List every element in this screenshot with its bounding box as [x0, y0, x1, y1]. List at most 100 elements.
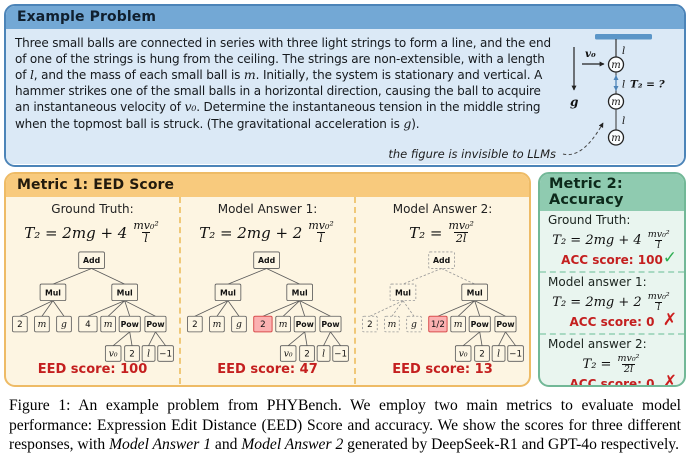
tree-edge [441, 267, 475, 285]
tree-node-label: v₀ [284, 348, 293, 359]
problem-text: Three small balls are connected in serie… [6, 29, 551, 133]
tree-node-nm2 [275, 315, 291, 333]
tree-node-n2 [187, 315, 203, 333]
tree-node-nv0 [454, 345, 472, 362]
formula-fraction: mv₀² 2l [615, 352, 641, 376]
tree-node-label: Add [83, 256, 100, 265]
tree-node-nm1 [209, 315, 225, 333]
tree-node-label: Add [258, 256, 275, 265]
acc-label: Ground Truth: [548, 213, 631, 227]
svg-text:m: m [611, 133, 620, 144]
example-problem-body: Three small balls are connected in serie… [6, 29, 684, 164]
tree-edge [287, 331, 305, 346]
tree-edge [19, 300, 54, 317]
example-problem-panel: Example Problem Three small balls are co… [4, 4, 686, 167]
tree-node-n2 [12, 315, 28, 333]
tree-node-label: 4 [85, 320, 91, 330]
tree-edge [124, 300, 131, 317]
tree-node-label: Pow [471, 320, 489, 329]
tree-edge [107, 300, 125, 317]
tree-edge [227, 267, 267, 285]
physics-diagram: l m v₀ l T₂ = ? m l [562, 34, 666, 156]
tree-node-label: m [213, 319, 222, 330]
acc-formula-ground-truth: T₂ = 2mg + 4 mv₀² l [548, 227, 676, 254]
tree-node-label: Pow [121, 320, 139, 329]
cross-icon: ✗ [662, 310, 677, 330]
tree-node-label: v₀ [459, 348, 468, 359]
tree-node-label: Pow [296, 320, 314, 329]
acc-section-model-answer-2: Model answer 2: T₂ = mv₀² 2l ACC score: 0 … [540, 333, 684, 387]
tree-node-label: m [388, 319, 397, 330]
ball-bottom: m [607, 129, 625, 146]
tree-edge [155, 331, 166, 346]
example-problem-title: Example Problem [6, 6, 684, 29]
tree-edge [227, 300, 240, 317]
tree-node-label: 2 [192, 320, 198, 330]
fraction-numerator: mv₀² [133, 219, 159, 233]
tree-node-label: Mul [292, 288, 308, 297]
fraction-numerator: mv₀² [448, 219, 474, 233]
tree-node-label: Mul [117, 288, 133, 297]
formula-fraction: mv₀² l [646, 228, 672, 252]
metrics-row: Metric 1: EED Score Ground Truth: T₂ = 2… [4, 172, 686, 387]
tree-edge [299, 300, 306, 317]
text-segment: . Determine the instantaneous tension in… [15, 100, 541, 131]
tree-node-n22 [124, 345, 140, 362]
velocity-label: v₀ [585, 48, 596, 60]
tree-node-label: 2 [17, 320, 23, 330]
tree-node-mulR [461, 283, 488, 301]
formula-lead: T₂ = 2mg + 4 [24, 223, 128, 242]
tree-node-pow2 [494, 315, 517, 333]
eed-score-ground-truth: EED score: 100 [37, 362, 148, 377]
tree-edge [474, 300, 481, 317]
formula-fraction: mv₀² 2l [446, 220, 475, 245]
tree-node-label: 2 [479, 349, 485, 359]
text-segment: Figure 1: An example problem from PHYBen… [9, 397, 681, 454]
tree-node-label: l [322, 348, 325, 359]
fraction-numerator: mv₀² [617, 352, 640, 364]
tree-edge [505, 331, 516, 346]
gravity-label: g [570, 95, 578, 109]
fraction-numerator: mv₀² [647, 228, 670, 240]
tree-edge [402, 300, 415, 317]
ball-top: m [607, 56, 625, 73]
tree-edge [112, 331, 130, 346]
tree-node-nm1 [384, 315, 400, 333]
svg-text:m: m [611, 60, 620, 71]
column-title: Model Answer 2: [392, 202, 493, 216]
ground-truth-formula: T₂ = 2mg + 4 mv₀² l [24, 216, 161, 250]
expression-tree-ground-truth: Add Mul Mul 2 m g 4 m Pow Pow v₀ 2 l −1 [12, 251, 174, 362]
tree-node-label: Mul [45, 288, 61, 297]
eed-column-model-answer-2: Model Answer 2: T₂ = mv₀² 2l Add Mul Mul 2 m g 1… [354, 197, 529, 384]
formula-lead: T₂ = 2mg + 2 [552, 295, 642, 310]
check-icon: ✓ [662, 248, 677, 268]
tree-edge [462, 331, 480, 346]
figure-caption: Figure 1: An example problem from PHYBen… [9, 396, 681, 455]
expression-tree-model-answer-1: Add Mul Mul 2 m g 2 m Pow Pow v₀ 2 l −1 [187, 251, 349, 362]
formula-lead: T₂ = [582, 357, 612, 372]
tree-edge [129, 331, 133, 346]
column-title: Model Answer 1: [217, 202, 318, 216]
cross-icon: ✗ [662, 372, 677, 387]
formula-fraction: mv₀² l [131, 220, 160, 245]
tree-edge [323, 331, 331, 346]
tree-edge [437, 300, 475, 317]
tree-node-mulR [286, 283, 313, 301]
ceiling-bar [595, 34, 652, 40]
formula-lead: T₂ = 2mg + 4 [552, 233, 642, 248]
fraction-denominator: l [317, 232, 325, 246]
italic-text-segment: g [403, 115, 412, 131]
tree-edge [262, 300, 300, 317]
tree-node-label: Pow [321, 320, 339, 329]
acc-score-ground-truth: ACC score: 100 [561, 253, 663, 267]
model-answer-1-formula: T₂ = 2mg + 2 mv₀² l [199, 216, 336, 250]
italic-text-segment: l [29, 67, 34, 83]
tree-node-label: g [61, 319, 67, 330]
ball-middle: m [607, 93, 625, 110]
tree-edge [52, 267, 92, 285]
tree-edge [330, 331, 341, 346]
tree-node-label: Mul [220, 288, 236, 297]
tree-node-nm1 [34, 315, 50, 333]
text-segment: generated by DeepSeek-R1 and GPT-4o resp… [343, 436, 679, 454]
acc-formula-model-answer-2: T₂ = mv₀² 2l [548, 351, 676, 378]
